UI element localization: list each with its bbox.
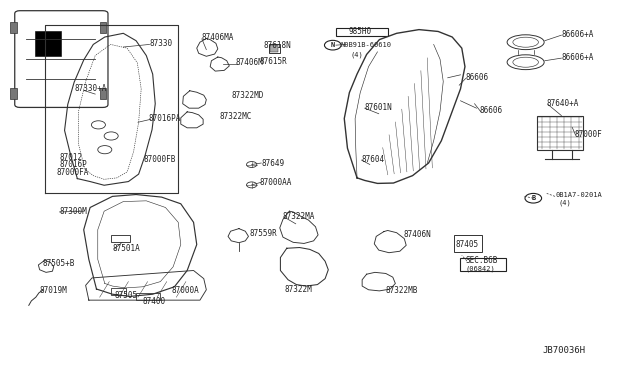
Text: 87016P: 87016P [60,160,87,169]
Text: 86606: 86606 [479,106,503,115]
Bar [537,116,583,150]
Text: 87016PA: 87016PA [149,114,181,123]
Text: 87406MA: 87406MA [202,33,234,42]
Text: 86606: 86606 [466,73,489,82]
FancyBboxPatch shape [15,11,108,108]
Text: 87601N: 87601N [365,103,392,112]
Text: N: N [331,42,335,48]
Text: 87012: 87012 [60,153,83,161]
Text: 87505+B: 87505+B [42,259,75,267]
Text: 87618N: 87618N [264,41,292,51]
Text: 87322MD: 87322MD [232,91,264,100]
Text: B: B [531,195,536,201]
Bar [270,45,278,52]
Bar [461,258,506,271]
Text: 87406M: 87406M [236,58,264,67]
Text: 87000AA: 87000AA [259,178,292,187]
Text: 0B1A7-0201A: 0B1A7-0201A [555,192,602,198]
Text: 87000A: 87000A [172,286,200,295]
Bar [336,28,388,36]
Text: 87406N: 87406N [403,230,431,239]
Bar [10,88,17,99]
Text: N0B91B-60610: N0B91B-60610 [340,42,392,48]
Bar [100,88,106,99]
Bar [111,288,126,295]
Text: (06842): (06842) [466,265,495,272]
Bar [10,22,17,33]
Text: 87400: 87400 [143,297,166,306]
Text: 87649: 87649 [261,158,284,167]
Text: 87405: 87405 [456,240,479,249]
Bar [111,235,131,242]
Text: 87000FA: 87000FA [56,168,88,177]
Text: 87322MC: 87322MC [219,112,252,121]
Text: 87505: 87505 [115,291,138,300]
Text: 87640+A: 87640+A [547,99,579,108]
Bar [35,31,61,56]
Text: JB70036H: JB70036H [542,346,585,355]
Text: 87615R: 87615R [259,57,287,66]
Text: 87330: 87330 [150,39,173,48]
Text: 87501A: 87501A [113,244,140,253]
Text: (4): (4) [351,51,364,58]
Text: 87322MA: 87322MA [283,212,316,221]
Text: 86606+A: 86606+A [561,52,594,61]
Text: 87559R: 87559R [250,229,278,238]
Text: 87300M: 87300M [60,207,87,216]
Bar [136,294,161,300]
Text: 87322MB: 87322MB [385,286,417,295]
Text: 87604: 87604 [362,155,385,164]
Text: 87000FB: 87000FB [144,155,176,164]
Text: 87330+A: 87330+A [74,84,106,93]
Text: 87019M: 87019M [39,286,67,295]
Bar [100,22,106,33]
Bar [269,44,280,53]
Text: SEC.B6B: SEC.B6B [466,256,498,265]
Text: 87322M: 87322M [284,285,312,294]
Text: 985H0: 985H0 [349,26,372,36]
Text: 86606+A: 86606+A [561,29,594,39]
Bar [454,235,481,252]
Text: (4): (4) [558,199,571,206]
Text: 87000F: 87000F [574,129,602,139]
